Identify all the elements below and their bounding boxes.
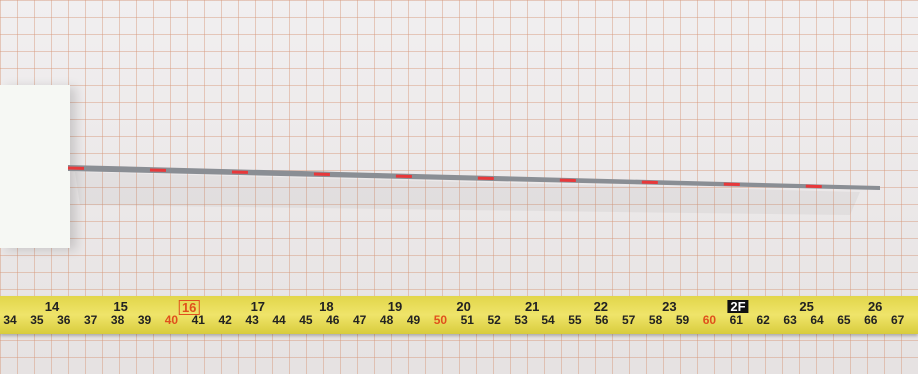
tape-label: 42 <box>219 314 232 326</box>
tape-label: 2F <box>727 300 748 313</box>
tape-label: 21 <box>525 300 539 313</box>
tape-label: 54 <box>541 314 554 326</box>
tape-label: 25 <box>799 300 813 313</box>
tape-label: 14 <box>45 300 59 313</box>
tape-label: 23 <box>662 300 676 313</box>
tape-label: 52 <box>488 314 501 326</box>
tape-label: 44 <box>272 314 285 326</box>
tape-label: 38 <box>111 314 124 326</box>
tape-label: 43 <box>245 314 258 326</box>
tape-label: 64 <box>810 314 823 326</box>
tape-label: 35 <box>30 314 43 326</box>
tape-label: 53 <box>514 314 527 326</box>
tape-label: 63 <box>783 314 796 326</box>
tape-label: 34 <box>3 314 16 326</box>
tape-label: 37 <box>84 314 97 326</box>
tape-label: 65 <box>837 314 850 326</box>
tape-label: 66 <box>864 314 877 326</box>
tape-label: 51 <box>461 314 474 326</box>
tape-label: 61 <box>730 314 743 326</box>
tape-label: 17 <box>251 300 265 313</box>
tape-label: 59 <box>676 314 689 326</box>
tape-label: 57 <box>622 314 635 326</box>
tape-label: 58 <box>649 314 662 326</box>
tape-label: 40 <box>165 314 178 326</box>
tape-label: 49 <box>407 314 420 326</box>
tape-label: 19 <box>388 300 402 313</box>
tape-label: 39 <box>138 314 151 326</box>
tape-label: 41 <box>192 314 205 326</box>
tape-label: 20 <box>456 300 470 313</box>
tape-label: 18 <box>319 300 333 313</box>
tape-label: 62 <box>757 314 770 326</box>
photo: 141516171819202122232F252634353637383940… <box>0 0 918 374</box>
tape-label: 47 <box>353 314 366 326</box>
tape-label: 48 <box>380 314 393 326</box>
tape-label: 36 <box>57 314 70 326</box>
tape-label: 46 <box>326 314 339 326</box>
tape-label: 60 <box>703 314 716 326</box>
tape-label: 56 <box>595 314 608 326</box>
tape-label: 55 <box>568 314 581 326</box>
tape-label: 50 <box>434 314 447 326</box>
tape-label: 67 <box>891 314 904 326</box>
tape-label: 22 <box>594 300 608 313</box>
tape-label: 45 <box>299 314 312 326</box>
tape-label: 26 <box>868 300 882 313</box>
tape-label: 15 <box>113 300 127 313</box>
